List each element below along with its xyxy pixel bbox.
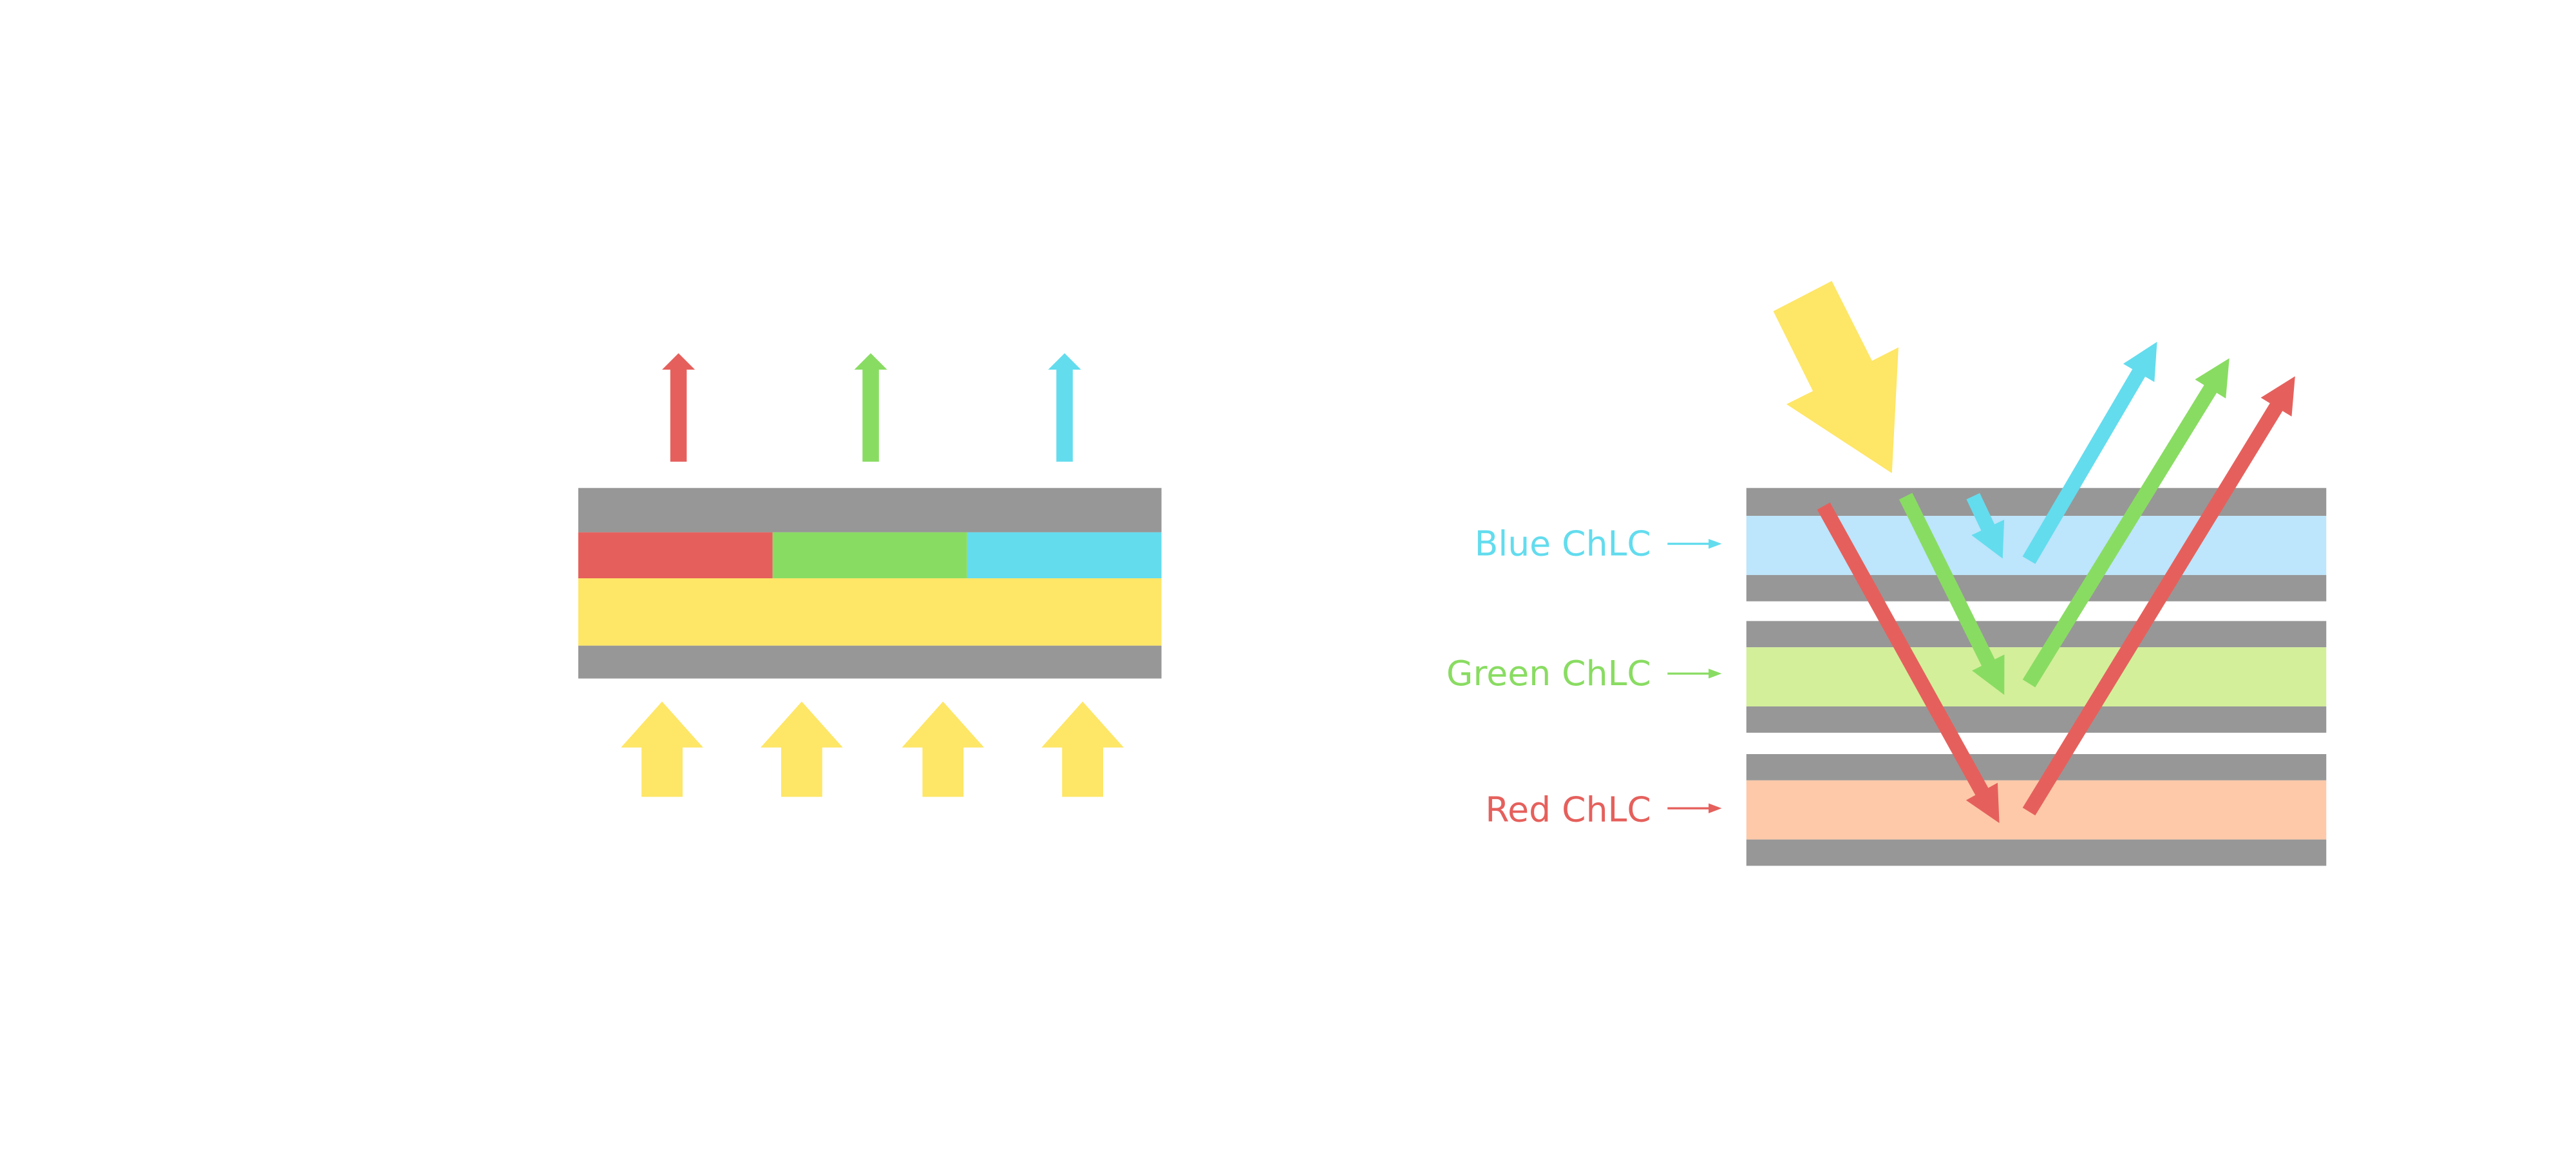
- green-down-ray: [1899, 493, 2005, 695]
- emitted-green-arrow: [854, 353, 887, 462]
- emitted-red-arrow: [662, 353, 696, 462]
- pointer-arrow-blue: [1667, 538, 1722, 549]
- blue-reflected-ray: [2022, 341, 2157, 564]
- red-filter: [578, 532, 773, 579]
- backlight-arrow: [621, 701, 703, 797]
- right-diagram: Blue ChLC Green ChLC Red ChLC: [1446, 281, 2327, 866]
- bottom-substrate: [578, 645, 1162, 679]
- yellow-layer: [578, 578, 1162, 646]
- red-down-ray: [1817, 502, 2000, 824]
- pointer-arrow-green: [1667, 668, 1722, 679]
- green-filter: [772, 532, 967, 579]
- backlight-arrow: [761, 701, 843, 797]
- green-reflected-ray: [2022, 358, 2230, 688]
- red-reflected-ray: [2022, 376, 2295, 816]
- backlight-arrow: [1041, 701, 1124, 797]
- label-blue-chlc: Blue ChLC: [1475, 523, 1651, 563]
- top-substrate: [578, 487, 1162, 533]
- label-green-chlc: Green ChLC: [1446, 653, 1651, 694]
- red-chlc-layer: [1746, 754, 2327, 866]
- cyan-filter: [967, 532, 1162, 579]
- backlight-arrow: [902, 701, 985, 797]
- emitted-cyan-arrow: [1048, 353, 1081, 462]
- pointer-arrow-red: [1667, 803, 1722, 813]
- label-red-chlc: Red ChLC: [1485, 790, 1651, 830]
- blue-down-ray: [1966, 493, 2005, 559]
- incident-light-arrow: [1773, 281, 1899, 473]
- left-diagram: [578, 353, 1162, 797]
